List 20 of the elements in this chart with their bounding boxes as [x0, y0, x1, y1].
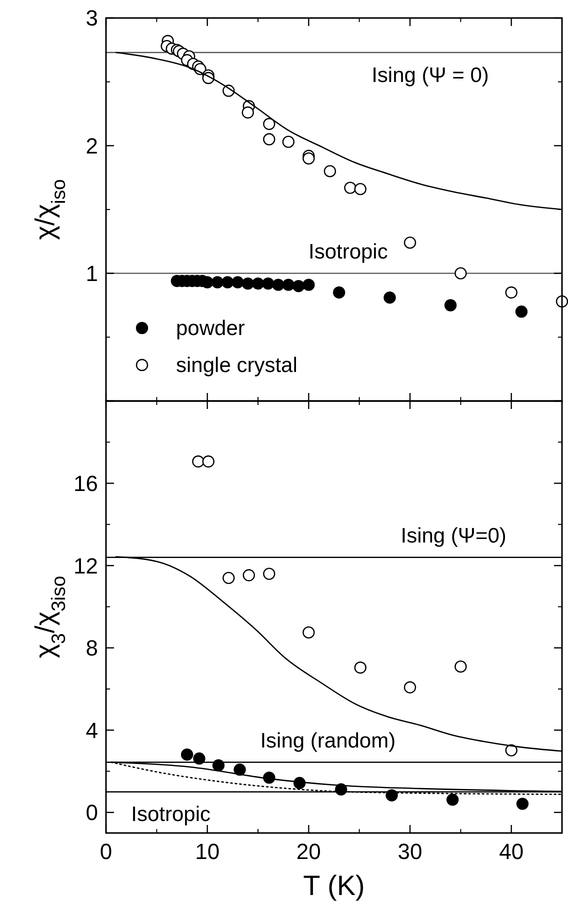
x-tick-label: 20	[296, 839, 321, 864]
annotation: Ising (random)	[260, 730, 396, 753]
x-axis-title: T (K)	[303, 870, 365, 901]
legend-label: powder	[176, 317, 245, 340]
x-tick-label: 40	[499, 839, 524, 864]
x-tick-label: 10	[195, 839, 220, 864]
annotation: Ising (Ψ = 0)	[372, 64, 489, 87]
y-tick-label: 8	[86, 636, 98, 661]
y-tick-label: 1	[86, 261, 98, 286]
y-tick-label: 0	[86, 800, 98, 826]
x-tick-label: 30	[398, 839, 422, 864]
y-tick-label: 3	[86, 6, 98, 31]
y-tick-label: 2	[86, 133, 98, 158]
y-tick-label: 16	[74, 470, 98, 496]
y-tick-label: 12	[74, 553, 98, 578]
legend-label: single crystal	[176, 354, 298, 377]
annotation: Isotropic	[308, 240, 388, 264]
annotation: Ising (Ψ=0)	[400, 524, 506, 548]
y-tick-label: 4	[86, 718, 98, 743]
annotation: Isotropic	[131, 803, 211, 826]
